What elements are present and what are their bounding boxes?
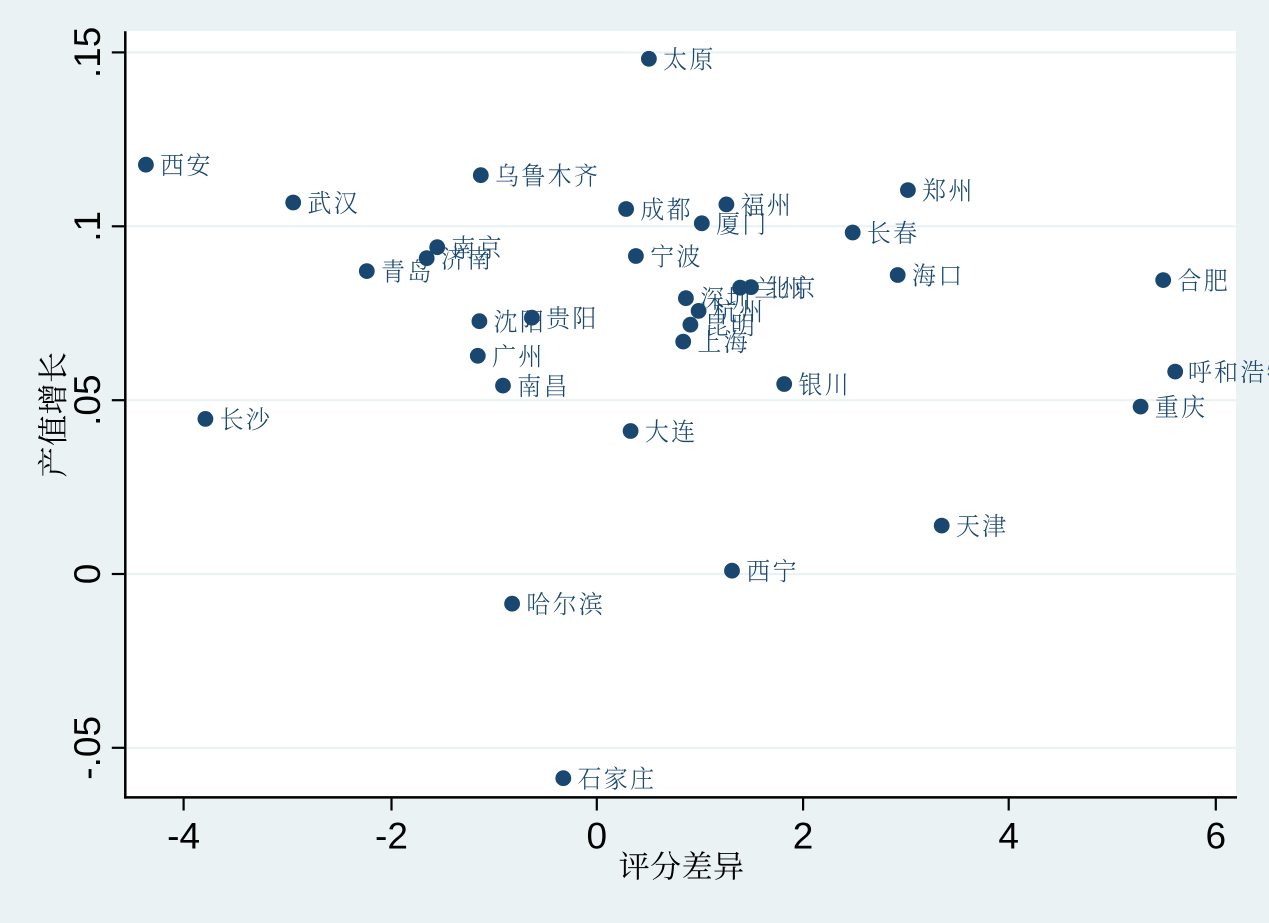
svg-text:-.05: -.05	[67, 716, 108, 780]
svg-text:.15: .15	[67, 27, 108, 78]
svg-text:6: 6	[1206, 816, 1227, 857]
svg-text:-4: -4	[167, 816, 200, 857]
svg-text:2: 2	[793, 816, 814, 857]
svg-text:4: 4	[998, 816, 1019, 857]
svg-text:-2: -2	[375, 816, 408, 857]
svg-text:.1: .1	[67, 211, 108, 242]
svg-text:0: 0	[587, 816, 608, 857]
svg-text:0: 0	[67, 564, 108, 585]
svg-text:.05: .05	[67, 374, 108, 425]
